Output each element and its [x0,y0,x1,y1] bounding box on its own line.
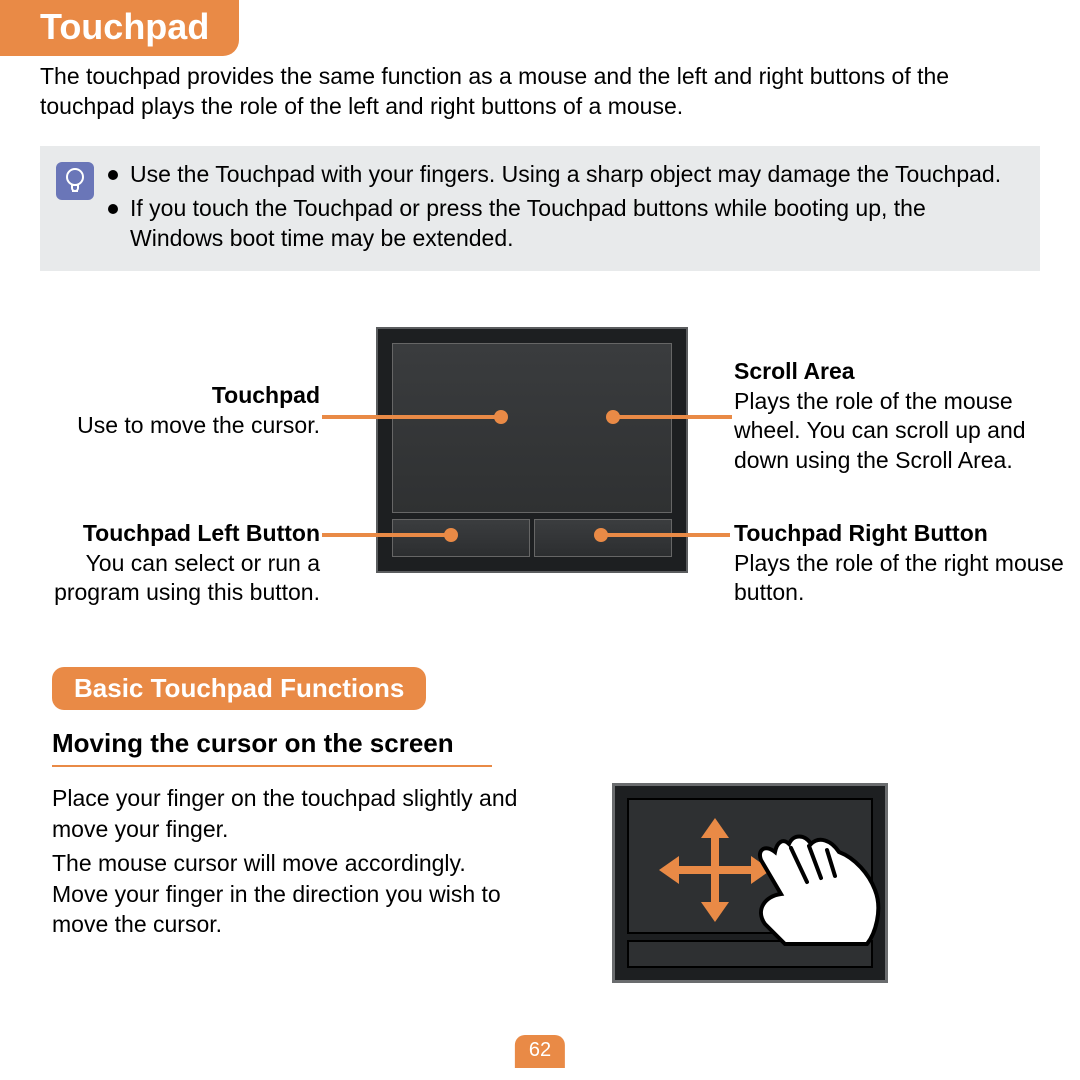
lightbulb-icon [56,162,94,200]
body-text: Place your finger on the touchpad slight… [52,783,522,983]
touchpad-left-btn-graphic [392,519,530,557]
callout-text: Plays the role of the right mouse button… [734,550,1064,605]
callout-title: Touchpad Left Button [83,520,320,546]
section-title: Basic Touchpad Functions [52,667,426,710]
callout-text: Use to move the cursor. [77,412,320,438]
lead-line [322,415,502,419]
body-row: Place your finger on the touchpad slight… [52,783,1040,983]
body-p1: Place your finger on the touchpad slight… [52,783,522,844]
page-title-tab: Touchpad [0,0,239,56]
subheading: Moving the cursor on the screen [52,728,492,767]
callout-right-button: Touchpad Right Button Plays the role of … [734,519,1064,607]
touchpad-diagram: Touchpad Use to move the cursor. Touchpa… [40,327,1040,637]
lead-line [600,533,730,537]
tip-item: Use the Touchpad with your fingers. Usin… [108,160,1024,190]
callout-touchpad: Touchpad Use to move the cursor. [34,381,320,440]
lead-line [612,415,732,419]
touchpad-move-illustration [612,783,888,983]
callout-title: Touchpad [212,382,320,408]
page-number: 62 [515,1035,565,1068]
callout-text: You can select or run a program using th… [54,550,320,605]
tip-list: Use the Touchpad with your fingers. Usin… [108,160,1024,258]
callout-text: Plays the role of the mouse wheel. You c… [734,388,1026,473]
callout-scroll-area: Scroll Area Plays the role of the mouse … [734,357,1064,475]
lead-line [322,533,452,537]
touchpad-surface [392,343,672,513]
tip-item: If you touch the Touchpad or press the T… [108,194,1024,254]
callout-left-button: Touchpad Left Button You can select or r… [20,519,320,607]
body-p2: The mouse cursor will move accordingly. … [52,848,522,939]
tip-box: Use the Touchpad with your fingers. Usin… [40,146,1040,272]
hand-icon [735,824,885,954]
intro-text: The touchpad provides the same function … [0,56,1080,122]
callout-title: Touchpad Right Button [734,520,988,546]
callout-title: Scroll Area [734,358,855,384]
